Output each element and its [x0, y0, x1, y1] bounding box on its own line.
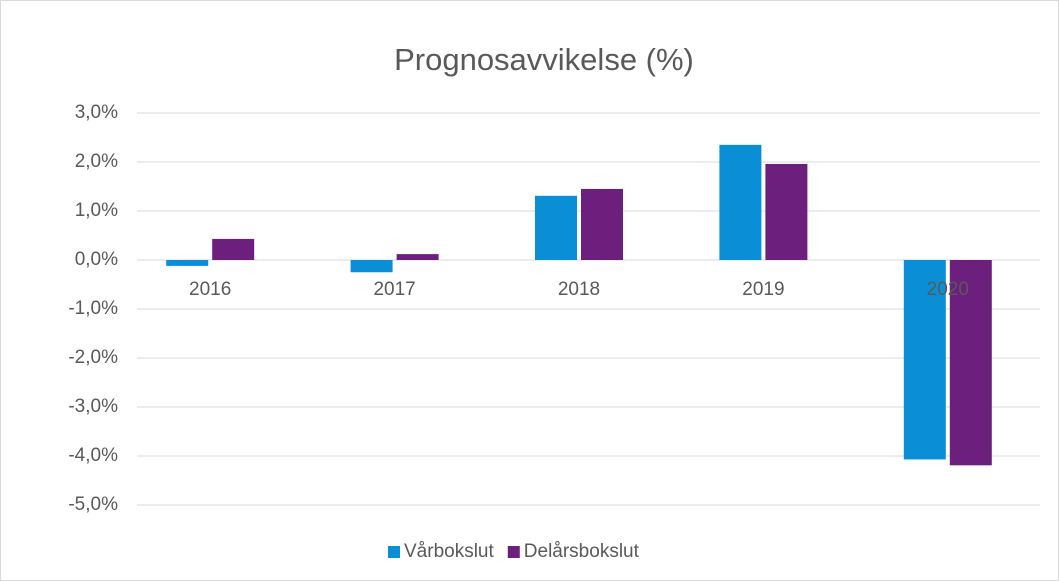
chart-title: Prognosavvikelse (%) [394, 42, 694, 77]
bar [719, 144, 762, 260]
y-tick-label: 1,0% [75, 200, 118, 221]
legend-swatch [388, 546, 400, 558]
legend-label: Vårbokslut [404, 541, 494, 562]
y-tick-label: -4,0% [68, 445, 118, 466]
y-tick-label: 0,0% [75, 249, 118, 270]
legend-swatch [507, 546, 520, 558]
bar [903, 260, 946, 460]
bar [350, 260, 393, 273]
x-tick-label: 2019 [742, 279, 784, 300]
y-tick-label: -2,0% [68, 347, 118, 368]
bar [949, 260, 992, 466]
x-tick-label: 2020 [927, 279, 969, 300]
bar [535, 195, 577, 260]
bar [765, 163, 808, 260]
y-tick-label: -1,0% [68, 298, 118, 319]
bar [166, 260, 209, 266]
bar [581, 188, 623, 260]
x-tick-label: 2016 [189, 279, 231, 300]
x-tick-label: 2017 [373, 279, 415, 300]
legend-label: Delårsbokslut [524, 541, 640, 562]
y-tick-label: 2,0% [75, 151, 118, 172]
y-tick-label: 3,0% [75, 102, 118, 123]
bar [396, 254, 439, 260]
x-tick-label: 2018 [558, 279, 600, 300]
bar [212, 238, 255, 260]
y-tick-label: -3,0% [68, 396, 118, 417]
y-tick-label: -5,0% [68, 494, 118, 515]
